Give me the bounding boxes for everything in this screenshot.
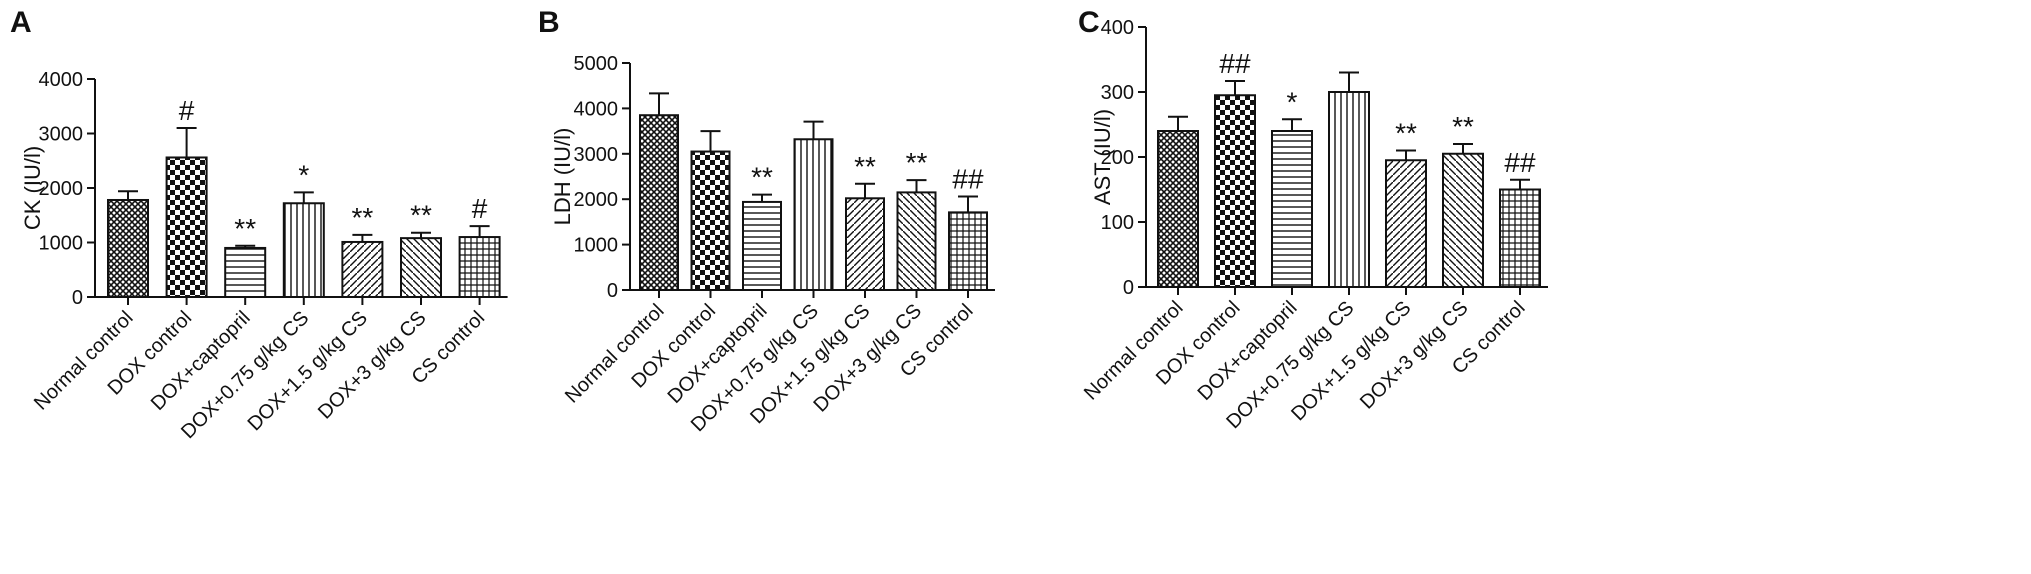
y-axis-title: LDH (IU/l) [550, 128, 575, 226]
y-tick-label: 4000 [39, 69, 84, 91]
bar [341, 240, 384, 298]
bar [1214, 94, 1256, 288]
bar [1442, 152, 1484, 288]
y-tick-label: 2000 [574, 189, 619, 211]
panel-letter: A [10, 6, 32, 39]
x-tick-label: Normal control [1080, 297, 1188, 405]
significance-label: * [1287, 86, 1298, 117]
chart-panel-c: C 0 100 200 300 400 AST (IU/l) Normal control ##… [1078, 6, 1548, 433]
y-tick-label: 1000 [39, 233, 84, 255]
x-tick-label: Normal control [30, 307, 138, 415]
significance-label: # [179, 95, 195, 126]
bar [1385, 159, 1427, 288]
bar [458, 236, 501, 299]
significance-label: ** [410, 200, 432, 231]
bar [1499, 188, 1541, 288]
bar [107, 198, 149, 299]
significance-label: ** [1452, 111, 1474, 142]
significance-label: ## [1219, 48, 1251, 79]
y-tick-label: 0 [1123, 277, 1134, 299]
significance-label: ** [1395, 118, 1417, 149]
bar [1157, 130, 1199, 288]
y-tick-label: 4000 [574, 98, 619, 120]
y-tick-label: 400 [1101, 17, 1134, 39]
bar [400, 237, 442, 298]
bar [845, 197, 885, 292]
bar [896, 191, 937, 291]
significance-label: ** [854, 151, 876, 182]
panel-letter: C [1078, 6, 1100, 39]
y-tick-label: 0 [72, 287, 83, 309]
significance-label: ## [1504, 147, 1536, 178]
y-tick-label: 5000 [574, 53, 619, 75]
bar [690, 150, 731, 291]
significance-label: ** [352, 202, 374, 233]
y-tick-label: 0 [607, 280, 618, 302]
bar [224, 246, 267, 298]
y-axis-title: AST (IU/l) [1090, 109, 1115, 205]
bar [639, 114, 679, 291]
y-tick-label: 300 [1101, 82, 1134, 104]
bar [165, 156, 208, 298]
x-tick-label: DOX+3 g/kg CS [314, 307, 431, 424]
bar [1328, 91, 1370, 288]
significance-label: ** [906, 147, 928, 178]
bar [1271, 130, 1313, 288]
significance-label: ** [234, 213, 256, 244]
significance-label: # [472, 193, 488, 224]
bar [282, 202, 325, 298]
bar [742, 200, 782, 291]
significance-label: ** [751, 162, 773, 193]
x-tick-label: DOX+captopril [1194, 297, 1302, 405]
bar [948, 211, 988, 291]
y-tick-label: 100 [1101, 212, 1134, 234]
y-tick-label: 3000 [39, 124, 84, 146]
y-tick-label: 1000 [574, 235, 619, 257]
bar [793, 138, 834, 291]
chart-panel-a: A 0 1000 2000 3000 4000 CK (IU/l) Normal contro… [10, 6, 508, 443]
panel-letter: B [538, 6, 560, 39]
significance-label: ## [952, 163, 984, 194]
y-axis-title: CK (IU/l) [20, 146, 45, 230]
y-tick-label: 200 [1101, 147, 1134, 169]
significance-label: * [298, 159, 309, 190]
y-tick-label: 2000 [39, 178, 84, 200]
y-tick-label: 3000 [574, 144, 619, 166]
